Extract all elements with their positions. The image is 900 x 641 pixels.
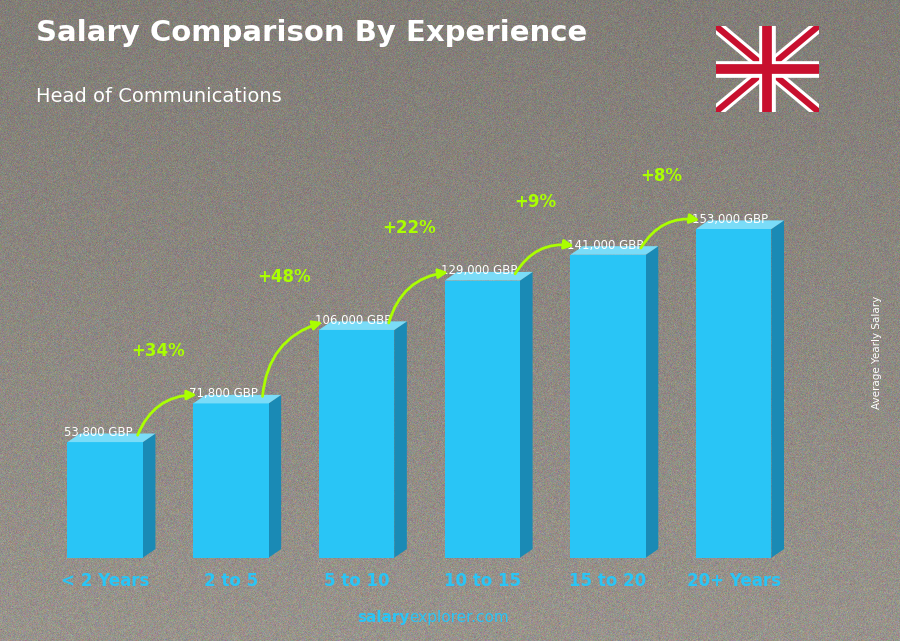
Text: 153,000 GBP: 153,000 GBP (692, 213, 769, 226)
Text: 129,000 GBP: 129,000 GBP (441, 264, 518, 278)
Polygon shape (445, 272, 533, 281)
Text: Average Yearly Salary: Average Yearly Salary (872, 296, 883, 409)
Text: salary: salary (357, 610, 410, 625)
Text: 71,800 GBP: 71,800 GBP (189, 387, 258, 400)
Polygon shape (143, 433, 156, 558)
Polygon shape (696, 221, 784, 229)
Text: +9%: +9% (514, 193, 556, 211)
Polygon shape (268, 395, 281, 558)
Polygon shape (68, 433, 156, 442)
Polygon shape (520, 272, 533, 558)
Text: +8%: +8% (640, 167, 682, 185)
Polygon shape (194, 403, 268, 558)
Polygon shape (645, 246, 658, 558)
Polygon shape (696, 229, 771, 558)
Polygon shape (319, 321, 407, 330)
Polygon shape (68, 442, 143, 558)
Polygon shape (771, 221, 784, 558)
Text: 141,000 GBP: 141,000 GBP (566, 238, 643, 251)
Polygon shape (319, 330, 394, 558)
Polygon shape (445, 281, 520, 558)
Text: +22%: +22% (382, 219, 436, 237)
Polygon shape (394, 321, 407, 558)
Polygon shape (571, 246, 658, 254)
Text: +48%: +48% (256, 268, 310, 287)
Polygon shape (571, 254, 645, 558)
Text: 53,800 GBP: 53,800 GBP (64, 426, 132, 439)
Text: Salary Comparison By Experience: Salary Comparison By Experience (36, 19, 587, 47)
Polygon shape (194, 395, 281, 403)
Text: explorer.com: explorer.com (410, 610, 509, 625)
Text: Head of Communications: Head of Communications (36, 87, 282, 106)
Text: 106,000 GBP: 106,000 GBP (315, 314, 392, 327)
Text: +34%: +34% (131, 342, 184, 360)
